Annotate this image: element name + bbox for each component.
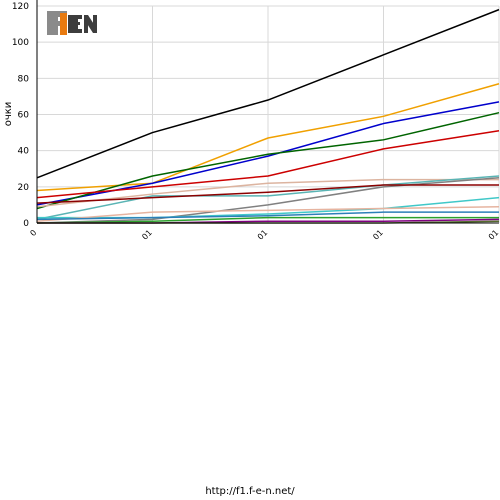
series-line-9: [36, 184, 499, 204]
series-line-7: [36, 175, 500, 221]
series-line-8: [36, 177, 500, 224]
y-tick-label: 20: [18, 183, 30, 193]
series-line-1: [36, 8, 500, 179]
y-tick-label: 40: [18, 147, 30, 157]
y-tick-label: 60: [18, 111, 30, 121]
logo-image: [46, 9, 98, 37]
series-line-6: [36, 178, 499, 208]
x-tick-label: 01: [140, 228, 154, 242]
footer-url[interactable]: http://f1.f-e-n.net/: [205, 486, 295, 497]
y-axis-label: очки: [3, 102, 14, 127]
x-tick-labels: 0 01 01 01 01: [28, 228, 500, 242]
y-tick-label: 100: [12, 38, 29, 48]
y-tick-label: 120: [12, 2, 29, 12]
logo: [46, 9, 98, 37]
series-line-11: [36, 205, 500, 222]
series-line-12: [36, 211, 499, 221]
y-tick-label: 0: [23, 219, 29, 229]
x-tick-label: 01: [371, 228, 385, 242]
series-line-4: [36, 111, 500, 210]
x-tick-label: 01: [487, 228, 500, 242]
series-line-13: [36, 216, 499, 224]
y-tick-label: 80: [18, 74, 30, 84]
y-tick-labels: 0 20 40 60 80 100 120: [12, 2, 29, 229]
x-tick-label: 0: [28, 228, 38, 238]
x-tick-label: 01: [256, 228, 270, 242]
series-line-5: [36, 130, 500, 199]
series-line-2: [36, 83, 500, 192]
axes: [36, 0, 499, 224]
